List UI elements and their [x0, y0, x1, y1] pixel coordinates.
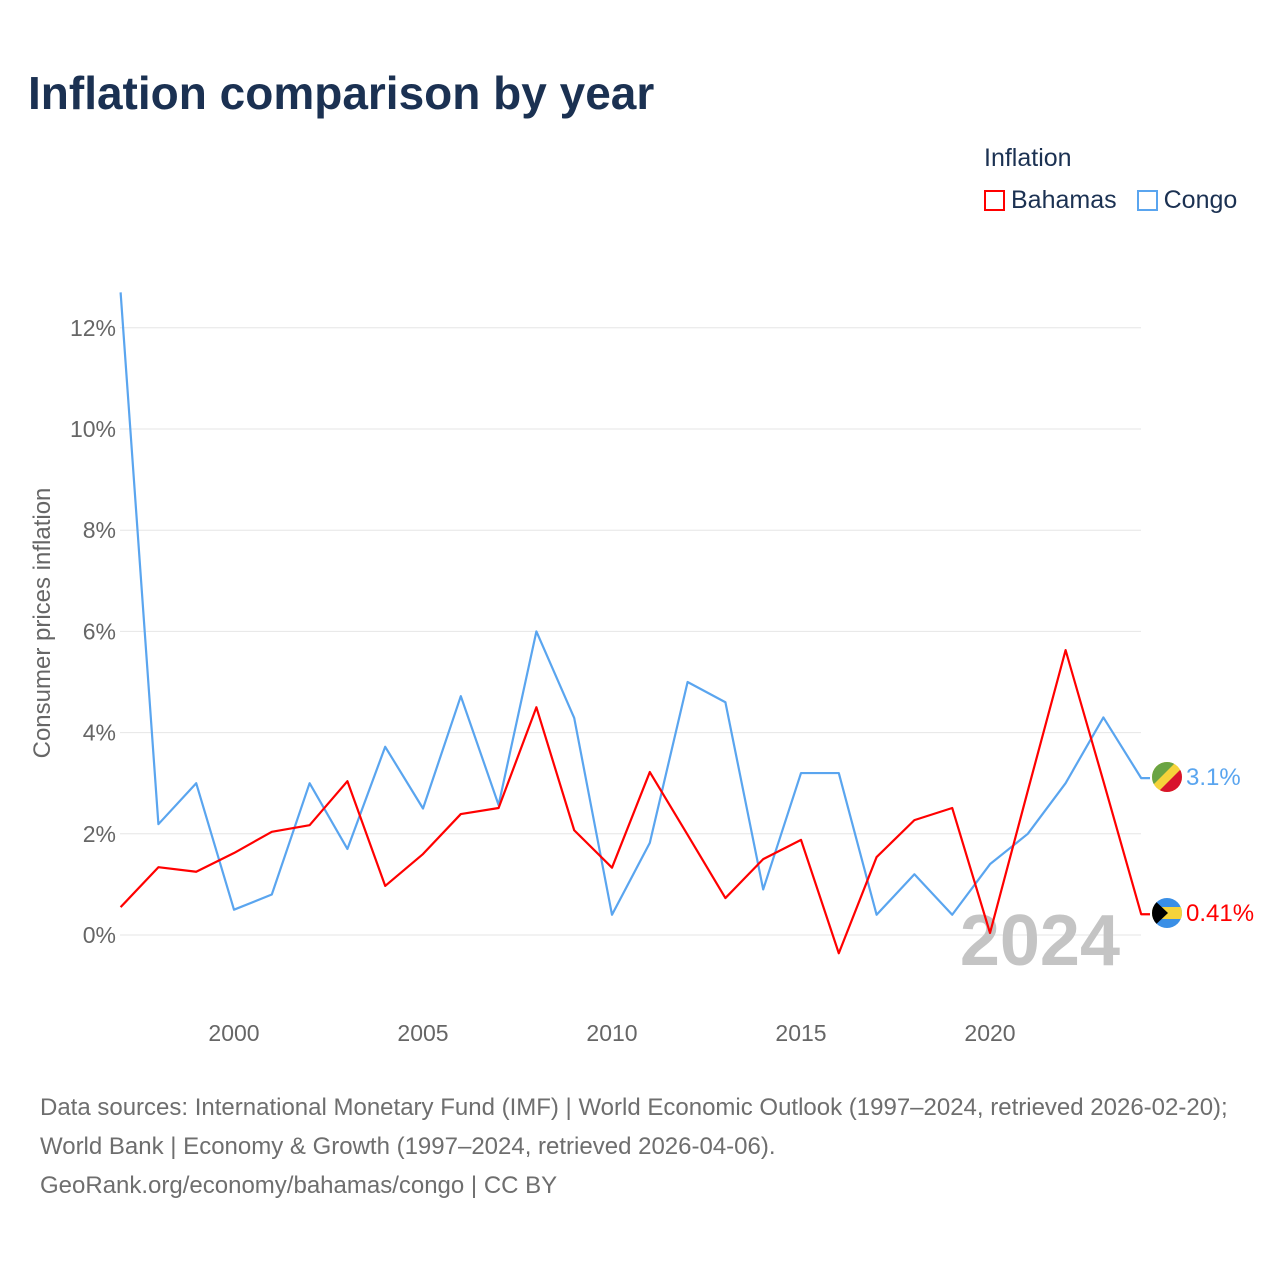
y-tick-label: 2% — [83, 821, 116, 847]
legend-item-congo[interactable]: Congo — [1136, 186, 1238, 215]
credit-link[interactable]: GeoRank.org/economy/bahamas/congo | CC B… — [40, 1172, 558, 1199]
series-line-bahamas — [119, 649, 1150, 955]
y-axis-label: Consumer prices inflation — [29, 488, 56, 759]
x-tick-label: 2010 — [586, 1020, 637, 1046]
bahamas-end-label: 0.41% — [1186, 900, 1254, 927]
page-title: Inflation comparison by year — [28, 67, 655, 119]
y-tick-label: 0% — [83, 922, 116, 948]
legend: Bahamas Congo — [984, 186, 1237, 215]
y-tick-label: 6% — [83, 618, 116, 644]
legend-label: Congo — [1163, 186, 1238, 214]
footer: Data sources: International Monetary Fun… — [40, 1088, 1250, 1205]
series-line-congo — [119, 292, 1150, 916]
x-tick-label: 2005 — [397, 1020, 448, 1046]
legend-swatch-congo — [1136, 190, 1158, 211]
data-sources: Data sources: International Monetary Fun… — [40, 1094, 1228, 1160]
congo-end-label: 3.1% — [1186, 764, 1241, 791]
x-tick-label: 2000 — [208, 1020, 259, 1046]
legend-swatch-bahamas — [984, 190, 1005, 211]
y-tick-label: 12% — [70, 315, 116, 341]
congo-flag-icon — [1152, 762, 1182, 792]
y-tick-label: 4% — [83, 720, 116, 746]
y-tick-label: 8% — [83, 517, 116, 543]
legend-item-bahamas[interactable]: Bahamas — [984, 186, 1117, 215]
year-watermark: 2024 — [960, 901, 1120, 981]
x-tick-label: 2015 — [775, 1020, 826, 1046]
line-chart: 0% 2% 4% 6% 8% 10% 12% 2000 2005 2010 2015 2020 202… — [29, 292, 1254, 1046]
y-tick-label: 10% — [70, 416, 116, 442]
legend-title: Inflation — [984, 144, 1072, 172]
bahamas-flag-icon — [1152, 898, 1182, 928]
x-tick-label: 2020 — [964, 1020, 1015, 1046]
legend-label: Bahamas — [1011, 186, 1117, 214]
